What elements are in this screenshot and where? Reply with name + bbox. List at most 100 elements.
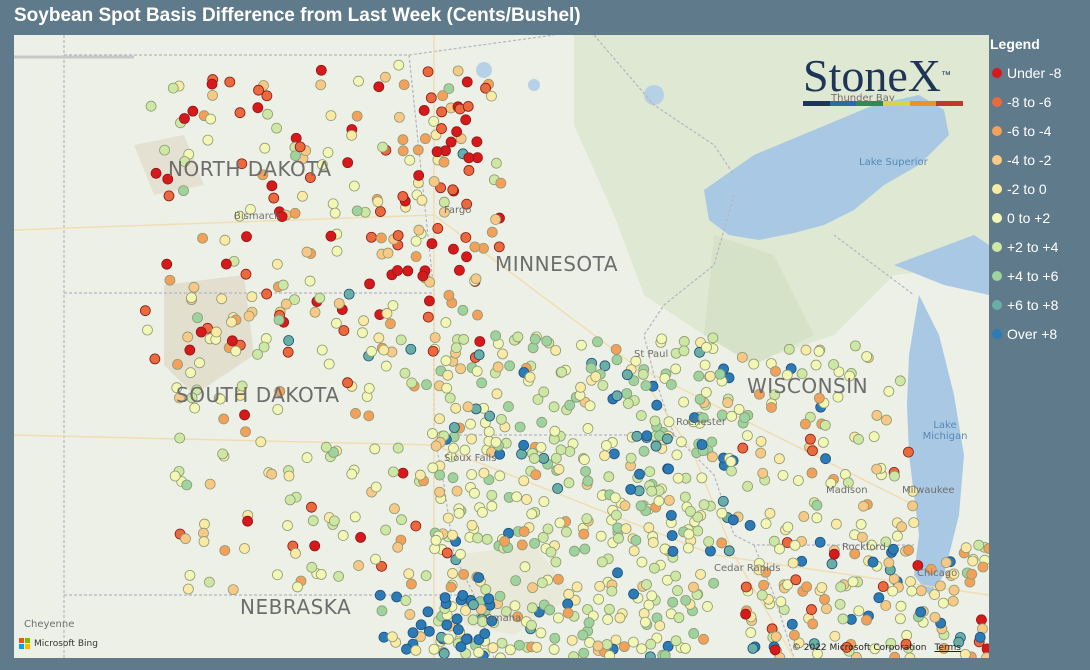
basis-point[interactable] [925, 563, 937, 575]
basis-point[interactable] [467, 614, 479, 626]
basis-point[interactable] [640, 616, 651, 628]
basis-point[interactable] [282, 346, 294, 358]
basis-point[interactable] [635, 500, 647, 512]
basis-point[interactable] [811, 499, 823, 511]
basis-point[interactable] [584, 400, 596, 412]
basis-point[interactable] [775, 596, 787, 608]
basis-point[interactable] [849, 548, 861, 560]
basis-point[interactable] [255, 436, 267, 448]
basis-point[interactable] [171, 382, 183, 394]
basis-point[interactable] [226, 335, 238, 347]
basis-point[interactable] [614, 612, 626, 624]
basis-point[interactable] [833, 366, 845, 378]
basis-point[interactable] [973, 539, 985, 551]
basis-point[interactable] [187, 105, 199, 117]
basis-point[interactable] [670, 570, 682, 582]
basis-point[interactable] [873, 592, 885, 604]
basis-point[interactable] [524, 371, 536, 383]
basis-point[interactable] [434, 486, 446, 498]
basis-point[interactable] [497, 348, 508, 360]
map-canvas[interactable]: NORTH DAKOTA MINNESOTA SOUTH DAKOTA WISC… [14, 35, 989, 658]
basis-point[interactable] [847, 576, 859, 588]
basis-point[interactable] [821, 603, 832, 615]
basis-point[interactable] [704, 370, 716, 382]
basis-point[interactable] [811, 512, 823, 524]
basis-point[interactable] [338, 325, 350, 336]
basis-point[interactable] [842, 477, 854, 489]
basis-point[interactable] [905, 576, 916, 587]
basis-point[interactable] [353, 75, 364, 87]
basis-point[interactable] [205, 113, 217, 125]
basis-point[interactable] [592, 336, 603, 348]
basis-point[interactable] [245, 203, 256, 215]
basis-point[interactable] [542, 523, 554, 535]
basis-point[interactable] [526, 619, 537, 631]
basis-point[interactable] [461, 198, 473, 210]
basis-point[interactable] [741, 430, 753, 442]
basis-point[interactable] [174, 392, 185, 404]
basis-point[interactable] [789, 629, 800, 641]
basis-point[interactable] [769, 644, 781, 656]
basis-point[interactable] [861, 351, 873, 362]
basis-point[interactable] [698, 499, 710, 510]
basis-point[interactable] [387, 300, 399, 311]
basis-point[interactable] [455, 548, 466, 560]
basis-point[interactable] [496, 413, 507, 425]
basis-point[interactable] [261, 90, 273, 102]
basis-point[interactable] [315, 64, 327, 76]
basis-point[interactable] [179, 113, 190, 124]
basis-point[interactable] [604, 650, 615, 658]
basis-point[interactable] [325, 230, 337, 242]
basis-point[interactable] [611, 354, 623, 366]
basis-point[interactable] [297, 190, 308, 202]
basis-point[interactable] [450, 342, 462, 354]
basis-point[interactable] [163, 190, 175, 202]
basis-point[interactable] [242, 515, 253, 527]
basis-point[interactable] [380, 360, 392, 372]
basis-point[interactable] [853, 605, 865, 617]
basis-point[interactable] [241, 231, 252, 243]
basis-point[interactable] [646, 590, 658, 602]
legend-item[interactable]: +6 to +8 [990, 290, 1090, 319]
basis-point[interactable] [610, 509, 622, 521]
basis-point[interactable] [189, 402, 201, 414]
basis-point[interactable] [271, 122, 282, 134]
basis-point[interactable] [406, 377, 418, 389]
basis-point[interactable] [894, 375, 906, 387]
basis-point[interactable] [149, 353, 161, 365]
basis-point[interactable] [511, 491, 523, 503]
basis-point[interactable] [410, 520, 422, 532]
basis-point[interactable] [480, 82, 491, 94]
basis-point[interactable] [866, 539, 878, 551]
basis-point[interactable] [594, 580, 606, 592]
basis-point[interactable] [960, 542, 972, 554]
basis-point[interactable] [637, 368, 649, 380]
basis-point[interactable] [672, 585, 683, 596]
basis-point[interactable] [755, 447, 767, 459]
basis-point[interactable] [518, 526, 530, 537]
basis-point[interactable] [753, 388, 765, 400]
basis-point[interactable] [641, 430, 653, 442]
basis-point[interactable] [486, 226, 498, 238]
basis-point[interactable] [466, 469, 478, 480]
basis-point[interactable] [688, 628, 700, 639]
basis-point[interactable] [548, 401, 560, 413]
basis-point[interactable] [452, 624, 464, 635]
basis-point[interactable] [621, 388, 633, 399]
basis-point[interactable] [434, 469, 446, 481]
basis-point[interactable] [867, 556, 879, 568]
basis-point[interactable] [692, 511, 704, 523]
basis-point[interactable] [929, 589, 940, 600]
basis-point[interactable] [331, 245, 343, 257]
basis-point[interactable] [744, 520, 756, 531]
basis-point[interactable] [410, 251, 422, 262]
basis-point[interactable] [301, 246, 313, 258]
basis-point[interactable] [236, 380, 248, 392]
legend-item[interactable]: +4 to +6 [990, 261, 1090, 290]
legend-item[interactable]: +2 to +4 [990, 232, 1090, 261]
basis-point[interactable] [462, 401, 474, 413]
basis-point[interactable] [892, 530, 903, 542]
basis-point[interactable] [431, 146, 443, 158]
basis-point[interactable] [510, 575, 522, 587]
basis-point[interactable] [373, 332, 385, 344]
